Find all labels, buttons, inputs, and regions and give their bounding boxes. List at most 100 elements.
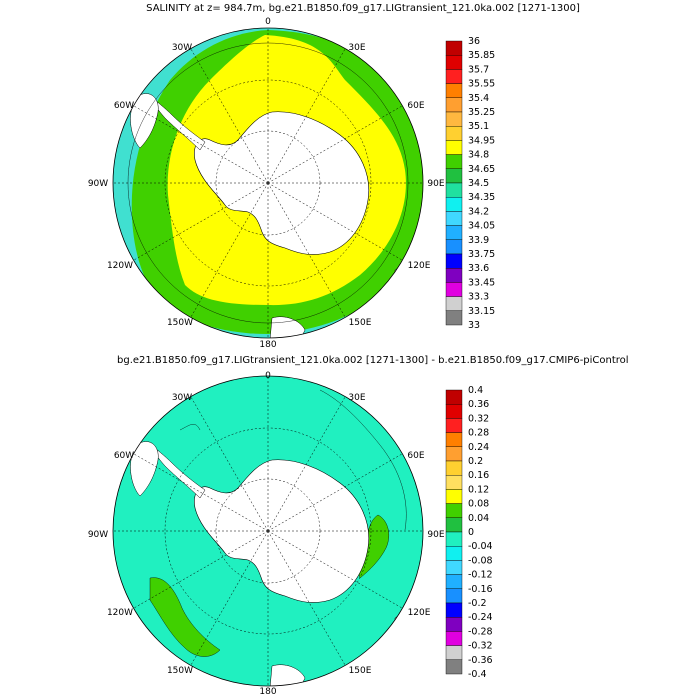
colorbar-swatch [445, 503, 463, 519]
colorbar-swatch [445, 531, 463, 547]
lon-label-60e: 60E [407, 451, 424, 461]
colorbar-tick-label: 35.4 [468, 93, 489, 104]
panel-1-title: SALINITY at z= 984.7m, bg.e21.B1850.f09_… [146, 3, 580, 14]
colorbar-swatch [445, 40, 463, 56]
colorbar-tick-label: 0.28 [468, 428, 489, 439]
colorbar-swatch [445, 602, 463, 618]
colorbar-swatch [445, 418, 463, 433]
lon-labels-2: 0 30E 60E 90E 120E 150E 180 150W 120W 90… [88, 371, 445, 697]
colorbar-swatch [445, 168, 463, 184]
colorbar-tick-label: 0.4 [468, 385, 483, 396]
lon-label-120w: 120W [107, 608, 133, 618]
colorbar-swatch [445, 253, 463, 269]
lon-label-120e: 120E [408, 608, 431, 618]
colorbar-tick-label: 34.2 [468, 206, 489, 217]
colorbar-swatch [445, 296, 463, 312]
graticule-2 [113, 376, 423, 686]
colorbar-tick-label: 0.36 [468, 399, 489, 410]
colorbar-swatch [445, 239, 463, 255]
colorbar-tick-label: 36 [468, 36, 480, 47]
lon-label-150e: 150E [349, 666, 372, 676]
panel-2-title: bg.e21.B1850.f09_g17.LIGtransient_121.0k… [117, 355, 629, 366]
colorbar-tick-label: 34.65 [468, 164, 495, 175]
colorbar-swatch [445, 182, 463, 198]
lon-label-60w: 60W [114, 451, 134, 461]
colorbar-swatch [445, 55, 463, 70]
colorbar-tick-label: -0.4 [468, 669, 487, 680]
colorbar-tick-label: 35.55 [468, 79, 495, 90]
colorbar-1: 36 35.85 35.7 35.55 35.4 35.25 35.1 34.95 34.8 34… [445, 36, 495, 331]
colorbar-2: 0.4 0.36 0.32 0.28 0.24 0.2 0.16 0.12 0.08 0.04 0 -… [445, 385, 493, 680]
new-zealand-2 [269, 664, 306, 686]
colorbar-swatch [445, 659, 463, 675]
colorbar-swatch [445, 475, 463, 490]
colorbar-tick-label: 33.75 [468, 249, 495, 260]
colorbar-swatch [445, 282, 463, 297]
lon-label-90e: 90E [427, 530, 444, 540]
colorbar-swatch [445, 225, 463, 241]
colorbar-swatch [445, 460, 463, 476]
colorbar-tick-label: 33.9 [468, 235, 489, 246]
africa-tip-1 [379, 39, 406, 73]
colorbar-swatch [445, 432, 463, 448]
colorbar-swatch [445, 560, 463, 575]
anomaly-patch-green-a [149, 577, 221, 657]
colorbar-swatch [445, 617, 463, 632]
colorbar-tick-label: 33.45 [468, 277, 495, 288]
colorbar-swatch [445, 111, 463, 127]
lon-label-120w: 120W [107, 261, 133, 271]
colorbar-tick-label: 34.8 [468, 150, 489, 161]
colorbar-swatch [445, 645, 463, 660]
colorbar-tick-label: -0.2 [468, 598, 487, 609]
colorbar-swatch [445, 446, 463, 462]
colorbar-tick-label: -0.08 [468, 555, 493, 566]
colorbar-tick-label: -0.12 [468, 570, 493, 581]
colorbar-tick-label: 34.95 [468, 135, 495, 146]
colorbar-tick-label: 34.05 [468, 221, 495, 232]
colorbar-tick-label: 33.3 [468, 292, 489, 303]
colorbar-swatch [445, 631, 463, 646]
panel-salinity: SALINITY at z= 984.7m, bg.e21.B1850.f09_… [88, 3, 580, 350]
colorbar-tick-label: 0.04 [468, 513, 489, 524]
colorbar-tick-label: -0.32 [468, 641, 493, 652]
colorbar-swatch [445, 517, 463, 533]
colorbar-swatch [445, 154, 463, 170]
colorbar-tick-label: 0.2 [468, 456, 483, 467]
colorbar-tick-label: 0.12 [468, 484, 489, 495]
colorbar-swatch [445, 125, 463, 141]
colorbar-swatch [445, 588, 463, 604]
lon-label-180: 180 [259, 340, 276, 350]
colorbar-tick-label: 0.32 [468, 413, 489, 424]
colorbar-tick-label: 0.24 [468, 442, 489, 453]
colorbar-swatch [445, 211, 463, 226]
colorbar-tick-label: -0.16 [468, 584, 493, 595]
colorbar-tick-label: 34.35 [468, 192, 495, 203]
colorbar-swatch [445, 389, 463, 405]
lon-label-150e: 150E [349, 318, 372, 328]
colorbar-tick-label: 35.25 [468, 107, 495, 118]
colorbar-swatch [445, 310, 463, 326]
colorbar-tick-label: 35.7 [468, 64, 489, 75]
colorbar-tick-label: -0.36 [468, 655, 493, 666]
polar-map-1 [113, 28, 423, 338]
lon-label-0: 0 [265, 17, 271, 27]
panel-difference: bg.e21.B1850.f09_g17.LIGtransient_121.0k… [88, 355, 629, 697]
lon-label-60e: 60E [407, 101, 424, 111]
colorbar-swatch [445, 196, 463, 212]
lon-label-30e: 30E [348, 43, 365, 53]
lon-label-150w: 150W [167, 318, 193, 328]
lon-label-150w: 150W [167, 666, 193, 676]
colorbar-tick-label: -0.28 [468, 626, 493, 637]
lon-label-30w: 30W [172, 393, 192, 403]
lon-label-90e: 90E [427, 179, 444, 189]
colorbar-swatch [445, 69, 463, 84]
colorbar-swatch [445, 404, 463, 419]
colorbar-tick-label: 0.16 [468, 470, 489, 481]
colorbar-tick-label: 34.5 [468, 178, 489, 189]
map-boundary-2 [112, 375, 424, 687]
colorbar-tick-label: 33.6 [468, 263, 489, 274]
colorbar-swatch [445, 97, 463, 113]
colorbar-tick-label: 33.15 [468, 306, 495, 317]
colorbar-swatch [445, 140, 463, 155]
